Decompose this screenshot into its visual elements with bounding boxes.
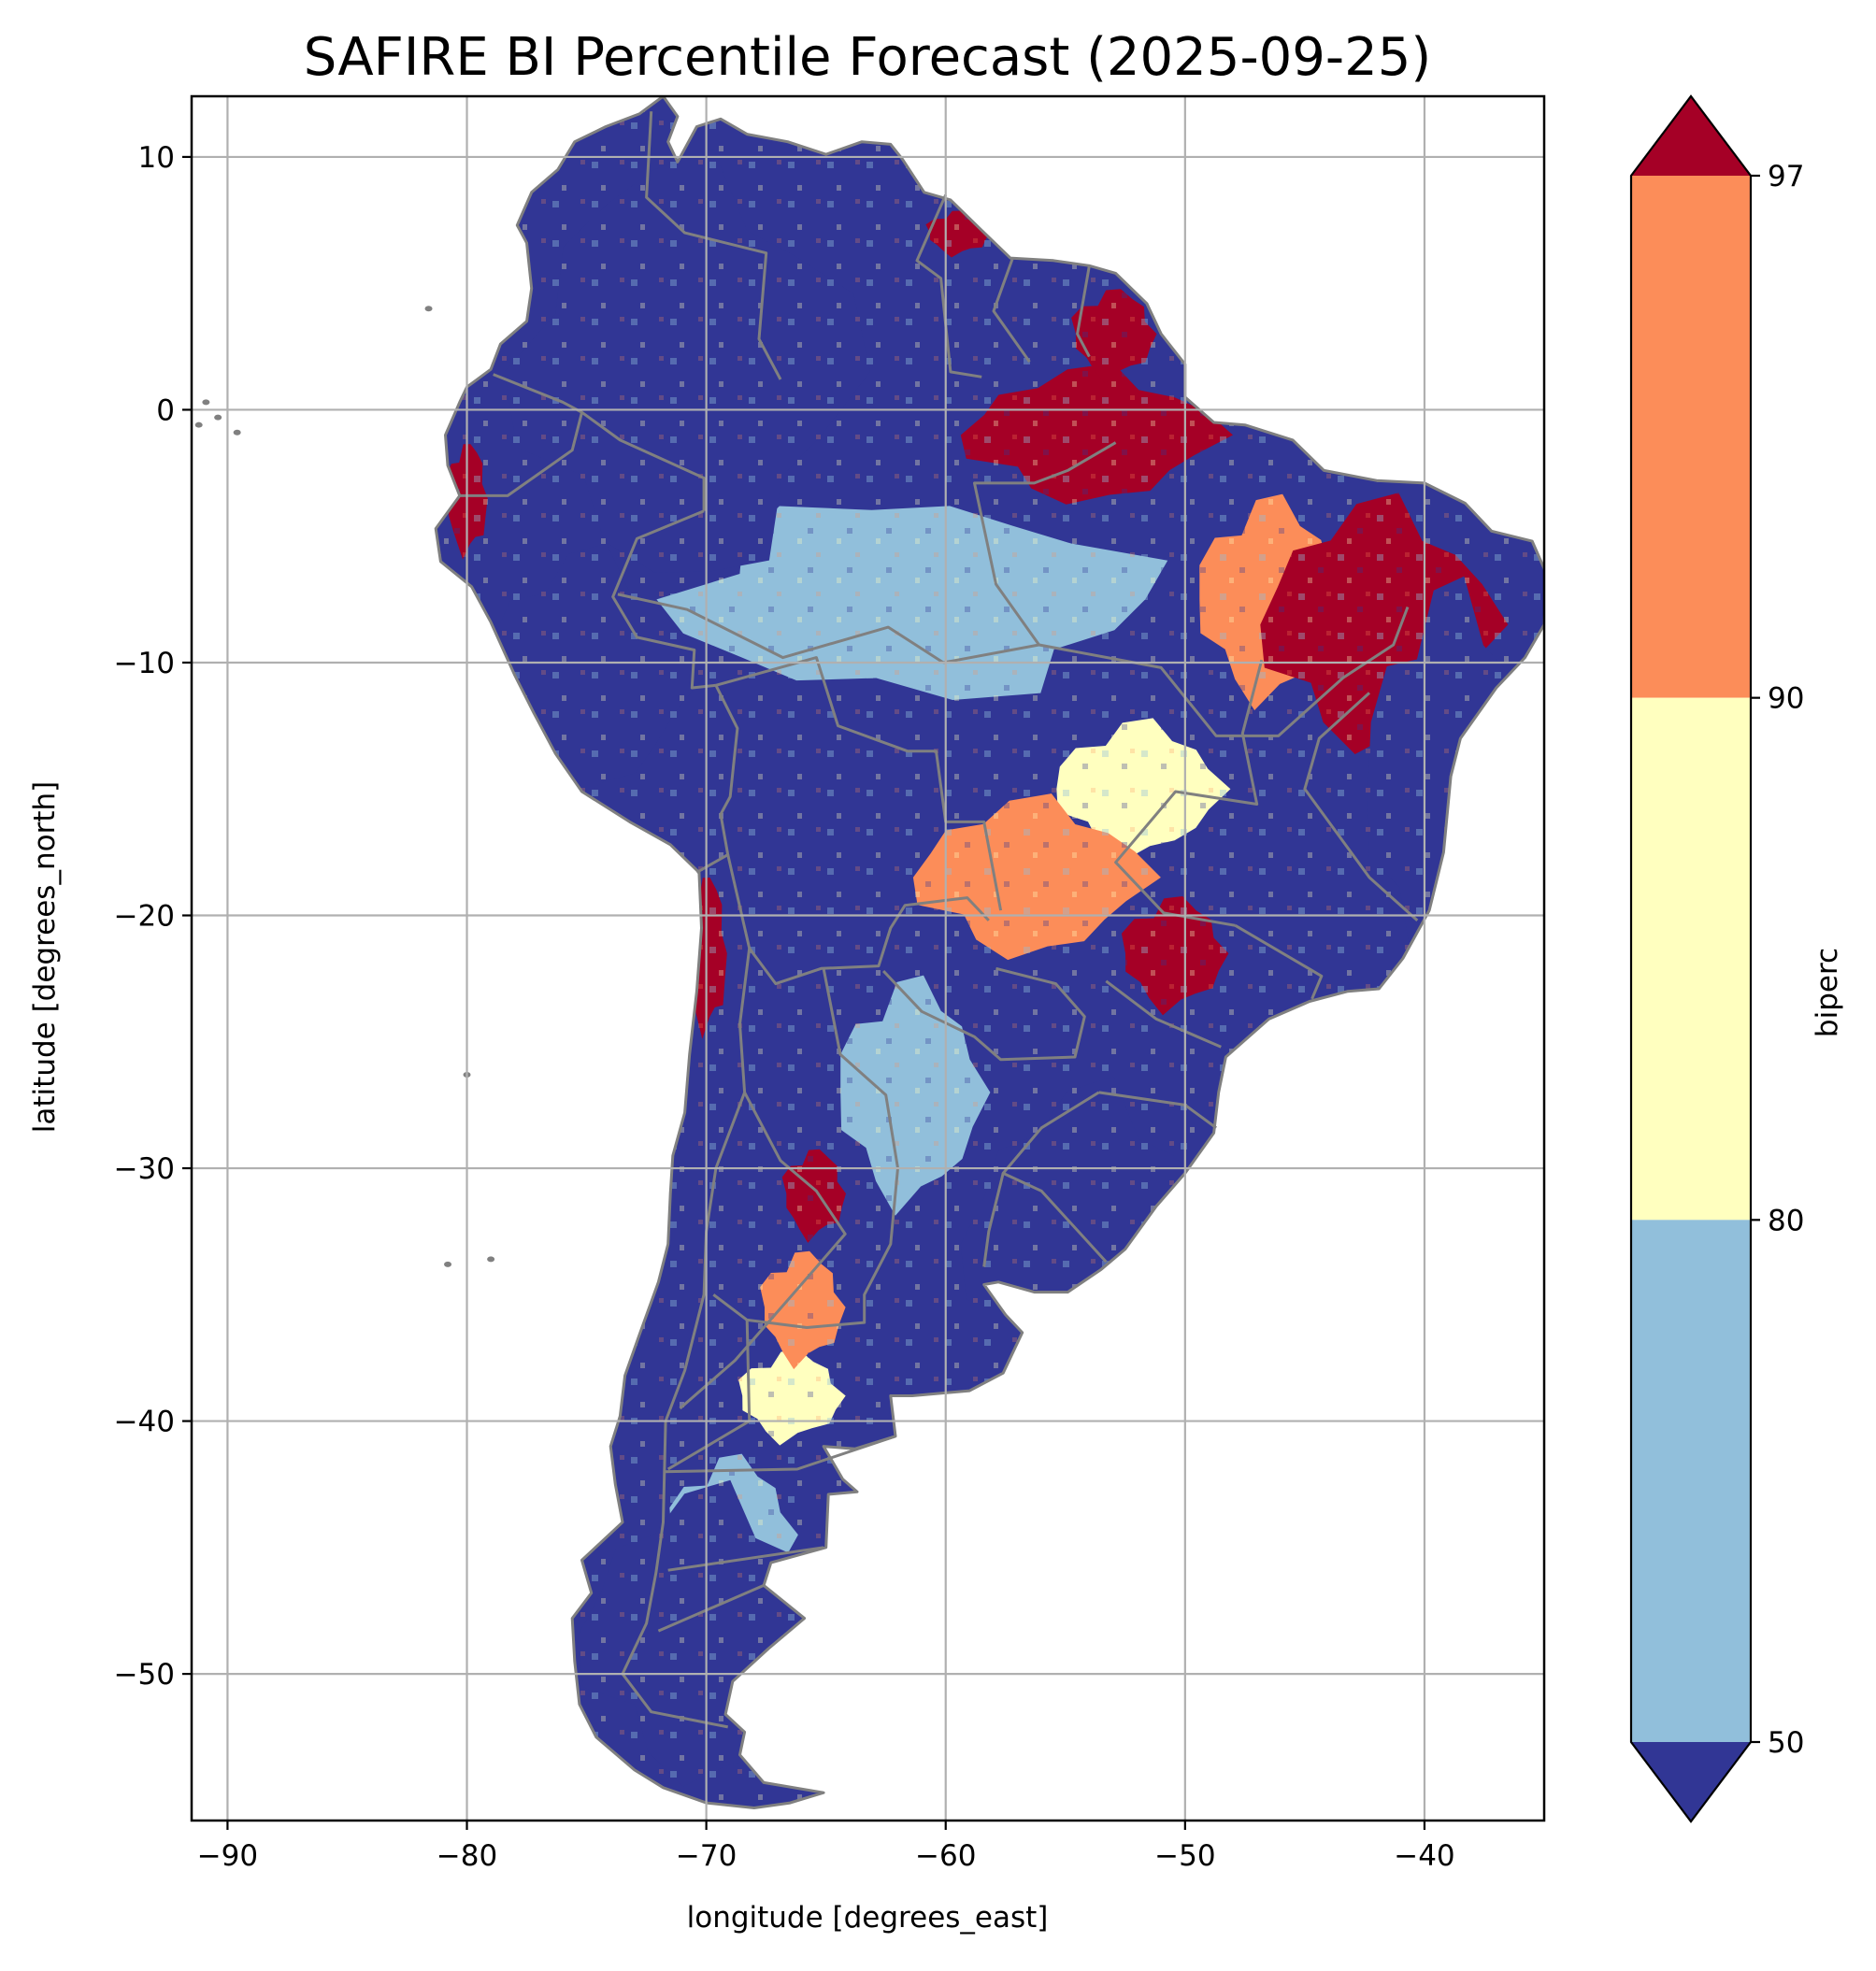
island: [233, 429, 241, 436]
border-line: [617, 593, 945, 664]
border-line: [1114, 659, 1264, 927]
x-tick-label: −80: [437, 1839, 497, 1873]
island: [202, 399, 210, 406]
border-line: [611, 509, 717, 690]
island: [194, 421, 203, 428]
colorbar-segment: [1631, 1220, 1751, 1742]
colorbar-segment: [1631, 697, 1751, 1221]
map-title: SAFIRE BI Percentile Forecast (2025-09-2…: [304, 27, 1431, 88]
island: [487, 1256, 495, 1263]
border-line: [459, 373, 583, 497]
island: [424, 306, 433, 312]
border-line: [667, 1546, 824, 1572]
border-line: [715, 656, 1003, 911]
border-line: [712, 968, 899, 1329]
border-line: [621, 948, 752, 1729]
x-axis-ticks: −90 −80 −70 −60 −50 −40: [197, 1821, 1455, 1873]
colorbar-tick-label: 97: [1768, 160, 1804, 193]
y-axis-label: latitude [degrees_north]: [28, 781, 62, 1133]
y-tick-label: −20: [114, 900, 175, 934]
border-line: [1303, 692, 1419, 922]
x-tick-label: −60: [915, 1839, 976, 1873]
border-line: [1105, 979, 1222, 1049]
y-tick-label: −50: [114, 1658, 175, 1692]
colorbar-tick-label: 50: [1768, 1726, 1804, 1760]
offshore-islands: [194, 306, 495, 1267]
border-line: [1234, 924, 1324, 1000]
y-tick-label: −30: [114, 1152, 175, 1186]
x-tick-label: −40: [1394, 1839, 1454, 1873]
y-tick-label: −10: [114, 647, 175, 680]
y-tick-label: 10: [138, 141, 175, 175]
border-line: [663, 1435, 896, 1474]
border-line: [1076, 265, 1091, 358]
border-line: [679, 1092, 847, 1410]
border-line: [580, 410, 706, 511]
coastline: [434, 96, 1544, 1809]
border-line: [942, 441, 1117, 664]
colorbar-extend-bottom: [1631, 1742, 1751, 1821]
border-line: [1038, 606, 1410, 737]
border-line: [695, 684, 739, 874]
colorbar-segment: [1631, 176, 1751, 698]
y-tick-label: 0: [156, 393, 175, 427]
x-tick-label: −50: [1154, 1839, 1215, 1873]
island: [214, 414, 222, 421]
border-line: [992, 257, 1031, 363]
national-borders: [459, 111, 1419, 1729]
border-line: [645, 111, 782, 380]
border-line: [657, 1584, 765, 1633]
border-line: [915, 193, 982, 378]
y-axis-ticks: 10 0 −10 −20 −30 −40 −50: [114, 141, 192, 1692]
border-line: [882, 966, 1086, 1062]
border-line: [982, 1173, 1005, 1267]
colorbar-tick-label: 90: [1768, 682, 1804, 716]
x-tick-label: −70: [676, 1839, 737, 1873]
x-axis-label: longitude [degrees_east]: [687, 1901, 1049, 1935]
island: [444, 1261, 452, 1267]
colorbar-extend-top: [1631, 96, 1751, 176]
colorbar-tick-label: 80: [1768, 1204, 1804, 1237]
axes-frame: [190, 94, 1546, 1822]
graticule: [192, 96, 1544, 1821]
y-tick-label: −40: [114, 1406, 175, 1439]
colorbar: 50 80 90 97: [1629, 94, 1804, 1823]
colorbar-label: biperc: [1811, 948, 1844, 1037]
x-tick-label: −90: [197, 1839, 258, 1873]
